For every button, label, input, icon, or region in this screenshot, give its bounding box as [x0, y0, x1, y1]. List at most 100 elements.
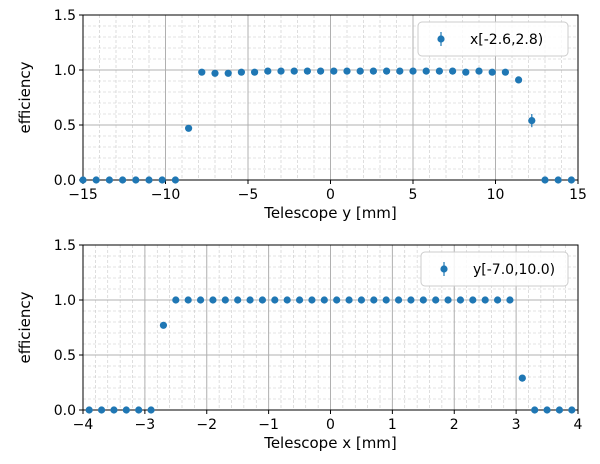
y-tick-label: 0.5 — [54, 118, 76, 134]
data-point — [147, 406, 154, 413]
data-point — [284, 296, 291, 303]
data-point — [515, 76, 522, 83]
data-point — [494, 296, 501, 303]
data-point — [264, 68, 271, 75]
data-point — [145, 176, 152, 183]
y-tick-label: 1.0 — [54, 293, 76, 309]
data-point — [93, 176, 100, 183]
x-tick-label: −3 — [135, 417, 156, 433]
data-point — [420, 296, 427, 303]
data-point — [198, 69, 205, 76]
data-point — [321, 296, 328, 303]
data-point — [555, 176, 562, 183]
data-point — [197, 296, 204, 303]
x-axis-label: Telescope x [mm] — [263, 434, 397, 452]
x-axis-label: Telescope y [mm] — [263, 204, 397, 222]
data-point — [172, 176, 179, 183]
data-point — [370, 296, 377, 303]
y-tick-label: 0.5 — [54, 348, 76, 364]
data-point — [396, 68, 403, 75]
x-tick-label: 4 — [574, 417, 583, 433]
x-tick-label: 1 — [388, 417, 397, 433]
y-axis-label: efficiency — [16, 61, 34, 133]
data-point — [119, 176, 126, 183]
data-point — [110, 406, 117, 413]
data-point — [543, 406, 550, 413]
data-point — [444, 296, 451, 303]
x-tick-label: −10 — [151, 187, 181, 203]
data-point — [304, 68, 311, 75]
data-point — [531, 406, 538, 413]
chart-panel-2: −4 −3 −2 −1 0 1 2 3 4 0.0 0.5 1.0 1.5 Telescope x [mm… — [16, 238, 583, 452]
x-tick-label: 3 — [512, 417, 521, 433]
data-point — [160, 322, 167, 329]
data-point — [185, 296, 192, 303]
data-point — [383, 296, 390, 303]
y-tick-label: 0.0 — [54, 403, 76, 419]
data-point — [209, 296, 216, 303]
data-point — [482, 296, 489, 303]
x-tick-label: 2 — [450, 417, 459, 433]
x-tick-label: −2 — [196, 417, 217, 433]
data-point — [238, 69, 245, 76]
data-point — [234, 296, 241, 303]
data-point — [475, 68, 482, 75]
y-tick-label: 1.5 — [54, 238, 76, 254]
data-point — [489, 69, 496, 76]
data-point — [407, 296, 414, 303]
data-point — [251, 69, 258, 76]
x-tick-label: 0 — [326, 417, 335, 433]
data-point — [79, 176, 86, 183]
data-point — [423, 68, 430, 75]
data-point — [246, 296, 253, 303]
data-point — [185, 125, 192, 132]
data-point — [343, 68, 350, 75]
data-point — [86, 406, 93, 413]
data-point — [541, 176, 548, 183]
data-point — [358, 296, 365, 303]
data-point — [357, 68, 364, 75]
x-tick-label: 15 — [569, 187, 587, 203]
data-point — [317, 68, 324, 75]
legend: x[-2.6,2.8) — [418, 22, 568, 56]
data-point — [395, 296, 402, 303]
x-tick-label: −15 — [68, 187, 98, 203]
x-tick-label: 0 — [326, 187, 335, 203]
data-point — [330, 68, 337, 75]
data-point — [106, 176, 113, 183]
data-point — [506, 296, 513, 303]
data-point — [436, 68, 443, 75]
legend-marker — [440, 265, 447, 272]
y-tick-label: 0.0 — [54, 173, 76, 189]
data-point — [135, 406, 142, 413]
data-point — [528, 117, 535, 124]
x-tick-label: −1 — [258, 417, 279, 433]
chart-panel-1: −15 −10 −5 0 5 10 15 0.0 0.5 1.0 1.5 Telescope y [m… — [16, 8, 587, 222]
data-point — [132, 176, 139, 183]
data-point — [291, 68, 298, 75]
data-point — [502, 69, 509, 76]
y-tick-label: 1.5 — [54, 8, 76, 24]
x-tick-label: −4 — [73, 417, 94, 433]
data-point — [271, 296, 278, 303]
data-point — [409, 68, 416, 75]
legend-label: y[-7.0,10.0) — [473, 262, 555, 278]
data-point — [568, 176, 575, 183]
data-point — [345, 296, 352, 303]
data-point — [462, 69, 469, 76]
data-point — [225, 70, 232, 77]
data-point — [123, 406, 130, 413]
data-point — [469, 296, 476, 303]
data-point — [98, 406, 105, 413]
data-point — [211, 70, 218, 77]
data-point — [449, 68, 456, 75]
x-tick-label: 10 — [487, 187, 505, 203]
x-tick-label: 5 — [409, 187, 418, 203]
data-point — [556, 406, 563, 413]
data-point — [259, 296, 266, 303]
legend-marker — [437, 35, 444, 42]
data-point — [308, 296, 315, 303]
data-point — [432, 296, 439, 303]
data-point — [519, 375, 526, 382]
